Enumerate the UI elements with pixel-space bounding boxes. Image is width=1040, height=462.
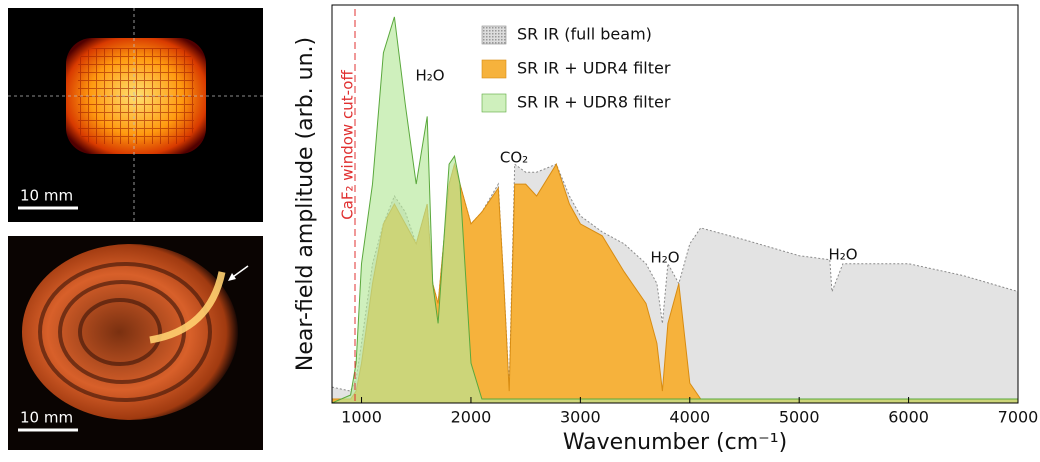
beam-image-2: 10 mm [8,236,263,450]
x-tick-label: 7000 [998,408,1039,427]
x-tick-label: 6000 [888,408,929,427]
annotation: H₂O [828,246,857,264]
area [332,164,1018,403]
legend-label: SR IR + UDR4 filter [517,59,671,78]
x-tick-label: 5000 [779,408,820,427]
legend-swatch [481,59,507,79]
legend-swatch [481,25,507,45]
scale-bar-label: 10 mm [20,409,73,427]
scale-bar-label: 10 mm [20,187,73,205]
annotation: H₂O [650,249,679,267]
plot-frame [331,4,1019,404]
annotation: CO₂ [500,149,528,167]
area [332,16,1018,404]
y-axis-label: Near-field amplitude (arb. un.) [293,37,318,371]
x-tick-label: 2000 [451,408,492,427]
x-axis-label: Wavenumber (cm⁻¹) [563,430,787,455]
area-outline [331,16,1018,404]
x-tick-label: 4000 [669,408,710,427]
cutoff-label: CaF₂ window cut-off [339,70,357,220]
spectrum-chart: CaF₂ window cut-off H₂O CO₂ H₂O H₂O 1000 2000 3… [293,4,1039,455]
legend-label: SR IR + UDR8 filter [517,93,671,112]
beam-image-1: 10 mm [8,8,263,222]
legend-swatch [481,93,507,113]
area-outline [331,162,1019,392]
x-tick-label: 3000 [560,408,601,427]
legend-label: SR IR (full beam) [517,25,652,44]
x-tick-label: 1000 [341,408,382,427]
annotation: H₂O [415,67,444,85]
